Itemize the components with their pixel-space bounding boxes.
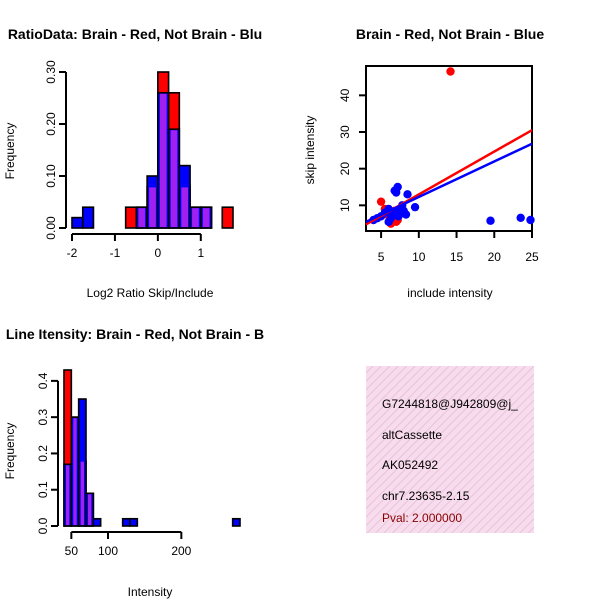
scatter-red-point-1 xyxy=(376,197,386,206)
scatter-blue-point-13 xyxy=(401,210,411,219)
p3-y-tick-label-0: 0.0 xyxy=(36,517,50,534)
ratio-histogram-y-axis: 0.00 0.10 0.20 0.30 xyxy=(44,60,67,240)
scatter-red-point-0 xyxy=(446,67,455,76)
scatter-y-axis: 10 20 30 40 xyxy=(338,88,366,212)
p3-x-tick-label-1: 100 xyxy=(98,544,118,558)
p1-x-tick-label-3: 1 xyxy=(197,246,204,260)
scatter-blue-point-19 xyxy=(516,213,525,222)
scatter-blue-point-17 xyxy=(384,217,393,227)
scatter-points xyxy=(369,67,535,228)
p3-overlap-bar-2 xyxy=(80,461,84,525)
p1-overlap-bar-5 xyxy=(192,208,199,227)
p3-blue-bar-4 xyxy=(92,517,102,527)
scatter-x-tick-label-0: 5 xyxy=(378,250,385,264)
scatter-panel: Brain - Red, Not Brain - Blue 5 10 15 20 25 … xyxy=(303,26,544,300)
scatter-x-label: include intensity xyxy=(407,286,492,300)
scatter-x-tick-label-1: 10 xyxy=(412,250,426,264)
p1-y-tick-label-3: 0.30 xyxy=(44,60,58,84)
intensity-histogram-panel: Line Itensity: Brain - Red, Not Brain - … xyxy=(3,326,264,599)
scatter-title: Brain - Red, Not Brain - Blue xyxy=(356,26,544,42)
location: chr7.23635-2.15 xyxy=(382,489,470,503)
scatter-plot-box xyxy=(365,65,533,232)
p1-x-tick-label-1: -1 xyxy=(110,246,121,260)
intensity-histogram-title: Line Itensity: Brain - Red, Not Brain - … xyxy=(6,326,264,342)
pval: Pval: 2.000000 xyxy=(382,511,462,525)
p3-blue-bar-5 xyxy=(121,517,131,527)
scatter-y-tick-label-1: 20 xyxy=(338,162,352,176)
p1-blue-bar-0 xyxy=(71,216,84,229)
scatter-blue-point-18 xyxy=(486,216,495,225)
p1-red-bar-8 xyxy=(221,206,234,229)
ratio-histogram-title: RatioData: Brain - Red, Not Brain - Blu xyxy=(8,26,262,42)
accession: AK052492 xyxy=(382,458,438,472)
p3-overlap-bar-3 xyxy=(88,494,92,525)
scatter-x-tick-label-4: 25 xyxy=(525,250,539,264)
p1-overlap-bar-2 xyxy=(159,93,167,227)
ratio-histogram-y-label: Frequency xyxy=(3,123,17,180)
ratio-histogram-panel: RatioData: Brain - Red, Not Brain - Blu … xyxy=(3,26,262,300)
scatter-blue-fit-line xyxy=(365,142,533,223)
p1-blue-bar-1 xyxy=(81,206,95,229)
scatter-x-axis: 5 10 15 20 25 xyxy=(378,231,539,264)
p3-y-tick-label-2: 0.2 xyxy=(36,445,50,462)
scatter-blue-point-14 xyxy=(403,190,412,199)
p1-x-tick-label-0: -2 xyxy=(67,246,78,260)
p3-blue-bar-6 xyxy=(129,517,139,527)
ratio-histogram-x-axis: -2 -1 0 1 xyxy=(67,233,204,260)
p1-y-tick-label-0: 0.00 xyxy=(44,216,58,240)
event-type: altCassette xyxy=(382,428,442,442)
scatter-blue-point-20 xyxy=(526,215,535,225)
scatter-x-tick-label-2: 15 xyxy=(450,250,464,264)
ratio-histogram-x-label: Log2 Ratio Skip/Include xyxy=(87,286,214,300)
p1-overlap-bar-0 xyxy=(138,208,146,227)
intensity-histogram-y-label: Frequency xyxy=(3,423,17,480)
info-panel: G7244818@J942809@j_ altCassette AK052492… xyxy=(366,366,534,533)
intensity-histogram-x-axis: 50 100 200 xyxy=(65,531,192,558)
p1-overlap-bar-3 xyxy=(170,130,178,227)
p3-blue-bar-7 xyxy=(231,517,241,527)
scatter-blue-point-9 xyxy=(393,182,402,192)
info-panel-background xyxy=(366,366,534,533)
scatter-blue-point-15 xyxy=(410,202,420,212)
scatter-y-tick-label-2: 30 xyxy=(338,125,352,139)
p1-overlap-bar-6 xyxy=(202,208,210,227)
p1-red-bar-0 xyxy=(124,206,138,229)
p3-y-tick-label-1: 0.1 xyxy=(36,481,50,498)
p1-y-tick-label-1: 0.10 xyxy=(44,164,58,188)
junction-id: G7244818@J942809@j_ xyxy=(382,397,518,411)
p3-overlap-bar-1 xyxy=(73,418,77,525)
scatter-blue-point-16 xyxy=(394,212,403,221)
scatter-x-tick-label-3: 20 xyxy=(488,250,502,264)
scatter-y-label: skip intensity xyxy=(303,116,317,185)
intensity-histogram-bars xyxy=(63,369,241,527)
scatter-fit-lines xyxy=(365,129,533,226)
p1-overlap-bar-1 xyxy=(149,187,156,227)
scatter-y-tick-label-0: 10 xyxy=(338,198,352,212)
scatter-y-tick-label-3: 40 xyxy=(338,88,352,102)
ratio-histogram-bars xyxy=(71,71,234,229)
intensity-histogram-y-axis: 0.0 0.1 0.2 0.3 0.4 xyxy=(36,372,59,534)
p3-x-tick-label-2: 200 xyxy=(171,544,191,558)
p3-y-tick-label-4: 0.4 xyxy=(36,372,50,389)
p1-y-tick-label-2: 0.20 xyxy=(44,112,58,136)
p1-overlap-bar-4 xyxy=(181,187,189,227)
p3-overlap-bar-0 xyxy=(66,465,70,525)
intensity-histogram-x-label: Intensity xyxy=(128,585,173,599)
p3-y-tick-label-3: 0.3 xyxy=(36,408,50,425)
p3-x-tick-label-0: 50 xyxy=(65,544,79,558)
p1-x-tick-label-2: 0 xyxy=(155,246,162,260)
